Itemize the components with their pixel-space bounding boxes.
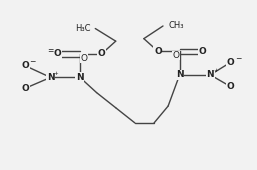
Text: O: O (227, 58, 235, 67)
Text: H₃C: H₃C (75, 24, 90, 33)
Text: −: − (235, 54, 241, 63)
Text: O: O (154, 47, 162, 56)
Text: N: N (206, 70, 214, 79)
Text: O: O (98, 49, 106, 58)
Text: +: + (54, 71, 59, 76)
Text: CH₃: CH₃ (168, 21, 183, 30)
Text: O: O (199, 47, 207, 56)
Text: N: N (76, 73, 84, 82)
Text: O: O (53, 49, 61, 58)
Text: −: − (29, 57, 35, 66)
Text: O: O (227, 82, 235, 91)
Text: O: O (172, 51, 179, 60)
Text: O: O (21, 61, 29, 70)
Text: O: O (80, 54, 87, 63)
Text: N: N (47, 73, 54, 82)
Text: =: = (47, 46, 54, 55)
Text: N: N (176, 70, 183, 79)
Text: +: + (214, 68, 218, 73)
Text: O: O (21, 84, 29, 93)
